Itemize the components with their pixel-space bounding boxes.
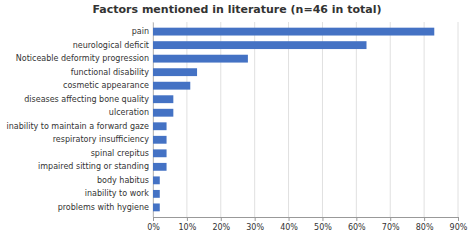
bar (153, 136, 167, 144)
bar (153, 109, 173, 117)
grid-line (186, 22, 187, 217)
tick-label: body habitus (97, 176, 149, 185)
bars (153, 28, 434, 212)
tick-label: 30% (246, 223, 264, 232)
bar (153, 55, 248, 63)
grid-line (153, 22, 154, 217)
tick-label: 90% (450, 223, 468, 232)
bar (153, 163, 167, 171)
tick: 70% (382, 217, 400, 232)
tick-label: diseases affecting bone quality (24, 95, 149, 104)
tick-mark (424, 217, 425, 221)
bar (153, 95, 173, 103)
bar (153, 28, 434, 36)
bar (153, 41, 367, 49)
bar (153, 68, 197, 76)
tick: respiratory insufficiency (53, 135, 150, 144)
x-axis: 0% 10% 20% 30% 40% 50% 60% 70% 80% 90% (147, 217, 468, 232)
tick: 50% (314, 217, 332, 232)
grid-line (390, 22, 391, 217)
grid-line (424, 22, 425, 217)
tick-label: inability to work (85, 189, 150, 198)
grid-line (220, 22, 221, 217)
grid-line (288, 22, 289, 217)
tick-label: 40% (280, 223, 298, 232)
tick-mark (221, 217, 222, 221)
tick: diseases affecting bone quality (24, 95, 149, 104)
axis-line (153, 23, 154, 218)
tick-mark (153, 217, 154, 221)
tick: inability to work (85, 189, 150, 198)
tick-label: impaired sitting or standing (38, 162, 149, 171)
bar (153, 190, 160, 198)
tick-mark (390, 217, 391, 221)
tick-label: cosmetic appearance (63, 81, 149, 90)
tick-label: 70% (382, 223, 400, 232)
bar (153, 203, 160, 211)
grid-line (458, 22, 459, 217)
tick-label: inability to maintain a forward gaze (6, 122, 149, 131)
tick-label: problems with hygiene (58, 203, 149, 212)
y-axis: pain neurological deficit Noticeable defor… (6, 23, 153, 218)
tick: 0% (147, 217, 160, 232)
grid-line (322, 22, 323, 217)
tick: Noticeable deformity progression (16, 54, 149, 63)
grid-line (254, 22, 255, 217)
tick-label: 10% (178, 223, 196, 232)
tick-label: ulceration (109, 108, 149, 117)
tick: pain (132, 27, 149, 36)
bar (153, 122, 167, 130)
tick: 10% (178, 217, 196, 232)
tick: 40% (280, 217, 298, 232)
tick: 90% (450, 217, 468, 232)
tick: 60% (348, 217, 366, 232)
tick-label: 60% (348, 223, 366, 232)
grid (153, 22, 458, 217)
bar (153, 176, 160, 184)
tick: ulceration (109, 108, 149, 117)
bar (153, 82, 190, 90)
tick-label: 0% (147, 223, 160, 232)
chart: Factors mentioned in literature (n=46 in… (0, 0, 474, 237)
tick-label: respiratory insufficiency (53, 135, 150, 144)
tick: functional disability (71, 68, 150, 77)
tick: problems with hygiene (58, 203, 149, 212)
tick-label: 50% (314, 223, 332, 232)
tick-mark (255, 217, 256, 221)
tick: 80% (416, 217, 434, 232)
tick: inability to maintain a forward gaze (6, 122, 149, 131)
tick-label: spinal crepitus (91, 149, 149, 158)
tick-label: 80% (416, 223, 434, 232)
tick: neurological deficit (73, 41, 149, 50)
tick-mark (289, 217, 290, 221)
title: Factors mentioned in literature (n=46 in… (92, 3, 381, 16)
tick-label: 20% (212, 223, 230, 232)
tick-mark (322, 217, 323, 221)
tick-label: pain (132, 27, 149, 36)
grid-line (356, 22, 357, 217)
bar (153, 149, 167, 157)
tick-label: functional disability (71, 68, 150, 77)
tick-mark (187, 217, 188, 221)
tick-mark (356, 217, 357, 221)
tick: cosmetic appearance (63, 81, 149, 90)
tick: spinal crepitus (91, 149, 149, 158)
axis-line (154, 218, 459, 222)
tick-label: neurological deficit (73, 41, 149, 50)
tick: 30% (246, 217, 264, 232)
tick-mark (458, 217, 459, 221)
tick: body habitus (97, 176, 149, 185)
tick: 20% (212, 217, 230, 232)
tick-label: Noticeable deformity progression (16, 54, 149, 63)
tick: impaired sitting or standing (38, 162, 149, 171)
